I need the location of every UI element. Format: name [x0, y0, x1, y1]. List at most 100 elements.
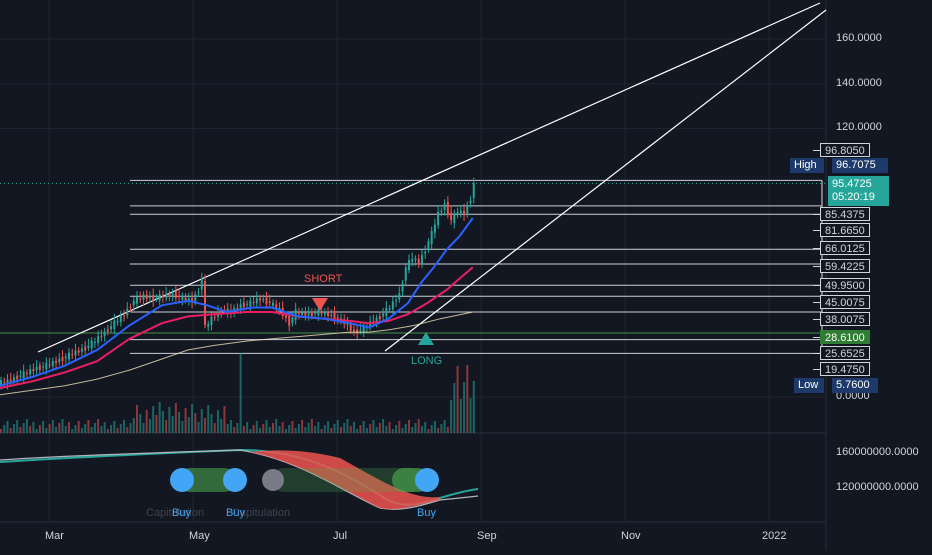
oscillator-fill-red: [250, 450, 440, 510]
volume-bar: [32, 422, 35, 433]
candle-body: [116, 321, 119, 323]
candle-body: [288, 316, 291, 326]
volume-bar: [272, 423, 274, 433]
volume-bar: [113, 421, 116, 433]
volume-bar: [294, 428, 297, 433]
volume-bar: [417, 419, 420, 433]
volume-bar: [68, 422, 70, 433]
volume-bar: [456, 366, 459, 433]
candle-body: [265, 297, 268, 305]
volume-bar: [424, 422, 427, 433]
candle-body: [103, 331, 106, 336]
volume-bar: [148, 419, 151, 433]
candle-body: [71, 354, 74, 356]
volume-bar: [349, 426, 352, 433]
volume-bar: [12, 424, 15, 433]
volume-bar: [187, 417, 190, 433]
candle-body: [398, 293, 401, 300]
candle-body: [314, 312, 317, 314]
candle-body: [74, 350, 77, 356]
volume-bar: [80, 428, 83, 433]
volume-bar: [171, 416, 174, 433]
candle-body: [349, 323, 352, 331]
volume-bar: [252, 425, 255, 433]
candle-body: [352, 329, 355, 332]
volume-bar: [450, 400, 453, 433]
volume-bar: [391, 429, 394, 433]
candle-body: [58, 358, 61, 363]
candle-body: [178, 295, 181, 298]
candle-body: [213, 316, 216, 318]
x-tick-label: Mar: [45, 530, 64, 542]
volume-bar: [123, 420, 126, 433]
candle-body: [437, 211, 440, 226]
candle-body: [207, 324, 210, 327]
candle-body: [236, 307, 239, 310]
candle-body: [77, 350, 80, 353]
y-tick-label: 160.0000: [836, 32, 882, 44]
volume-bar: [472, 381, 475, 433]
volume-bar: [168, 407, 171, 433]
volume-bar: [443, 420, 446, 433]
candle-body: [200, 278, 203, 290]
candle-body: [191, 298, 194, 303]
candle-body: [310, 311, 313, 317]
last-price-countdown: 05:20:19: [832, 191, 875, 203]
volume-bar: [278, 426, 281, 433]
volume-bar: [275, 419, 278, 433]
x-tick-label: Nov: [621, 530, 641, 542]
volume-bar: [38, 425, 41, 433]
y-tick-label: 140.0000: [836, 77, 882, 89]
volume-bar: [317, 422, 320, 433]
last-price-value: 95.4725: [832, 178, 872, 190]
buy-signal-label: Buy: [172, 507, 191, 519]
volume-bar: [158, 402, 161, 433]
signal-capsule: [272, 468, 422, 492]
candle-body: [123, 315, 126, 317]
volume-bar: [233, 427, 236, 433]
candle-body: [388, 308, 391, 310]
candle-body: [126, 308, 129, 316]
volume-bar: [64, 426, 67, 433]
candle-body: [32, 369, 35, 372]
candle-body: [148, 296, 151, 298]
candle-body: [472, 183, 475, 198]
volume-bar: [87, 420, 90, 433]
candle-body: [272, 302, 274, 306]
candle-body: [165, 293, 168, 299]
volume-bar: [126, 427, 129, 433]
candle-body: [129, 307, 132, 309]
price-level-label: 85.4375: [825, 209, 865, 221]
volume-bar: [58, 423, 61, 433]
volume-bar: [259, 428, 262, 433]
candle-body: [278, 307, 281, 310]
volume-bar: [77, 421, 80, 433]
candle-body: [93, 341, 96, 343]
candle-body: [87, 345, 90, 348]
candle-body: [401, 283, 404, 292]
low-value: 5.7600: [832, 378, 878, 393]
volume-bar: [404, 424, 407, 433]
volume-bar: [239, 353, 242, 433]
price-level-tag: 81.6650: [813, 223, 870, 237]
volume-bar: [382, 419, 385, 433]
candle-body: [61, 357, 64, 361]
volume-tick-label: 160000000.0000: [836, 446, 919, 458]
last-price-badge: 95.4725 05:20:19: [828, 176, 889, 206]
volume-bar: [359, 425, 362, 433]
volume-bar: [401, 428, 404, 433]
candle-body: [359, 329, 362, 331]
candle-body: [3, 381, 6, 383]
candle-body: [68, 352, 70, 360]
candle-body: [158, 294, 161, 301]
volume-bar: [129, 423, 132, 433]
price-level-label: 81.6650: [825, 225, 865, 237]
volume-bar: [174, 403, 177, 433]
volume-bar: [110, 425, 113, 433]
volume-bar: [220, 419, 223, 433]
candle-body: [408, 260, 410, 270]
volume-bar: [226, 424, 229, 433]
candle-body: [139, 298, 142, 300]
